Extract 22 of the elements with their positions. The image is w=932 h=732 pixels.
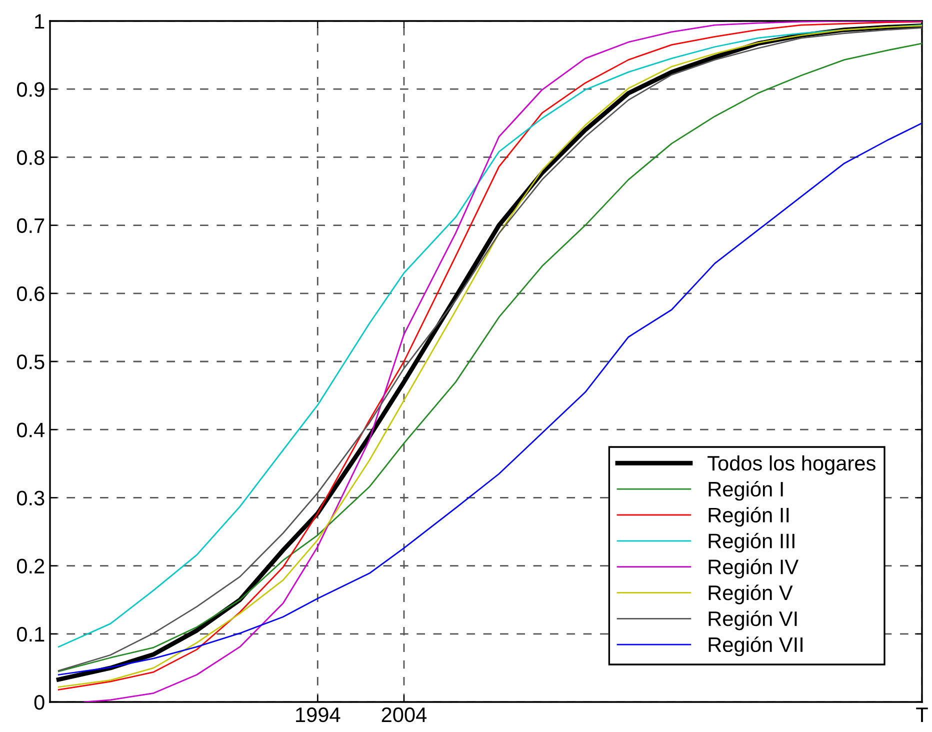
y-tick-label: 0.9: [16, 82, 44, 97]
y-tick-label: 0.5: [16, 354, 44, 370]
legend-label: Región I: [708, 481, 783, 501]
legend-label: Región VI: [708, 610, 797, 630]
y-tick-label: 0.3: [16, 490, 44, 506]
y-tick-label: 0.2: [16, 558, 44, 574]
x-tick-label: T: [916, 708, 928, 722]
legend-label: Región V: [708, 584, 793, 604]
legend-label: Región IV: [708, 558, 798, 578]
y-tick-label: 1: [35, 14, 44, 29]
y-tick-label: 0.6: [16, 286, 44, 302]
y-tick-label: 0: [34, 695, 44, 710]
x-tick-label: 1994: [296, 707, 340, 722]
y-tick-label: 0.7: [16, 218, 44, 234]
y-tick-label: 0.4: [16, 422, 45, 438]
legend-label: Todos los hogares: [708, 455, 876, 475]
y-tick-label: 0.8: [16, 150, 44, 165]
legend-label: Región III: [708, 532, 794, 553]
legend-label: Región VII: [708, 636, 802, 656]
x-tick-label: 2004: [382, 707, 427, 722]
legend-label: Región II: [708, 506, 789, 527]
y-tick-label: 0.1: [16, 626, 44, 642]
